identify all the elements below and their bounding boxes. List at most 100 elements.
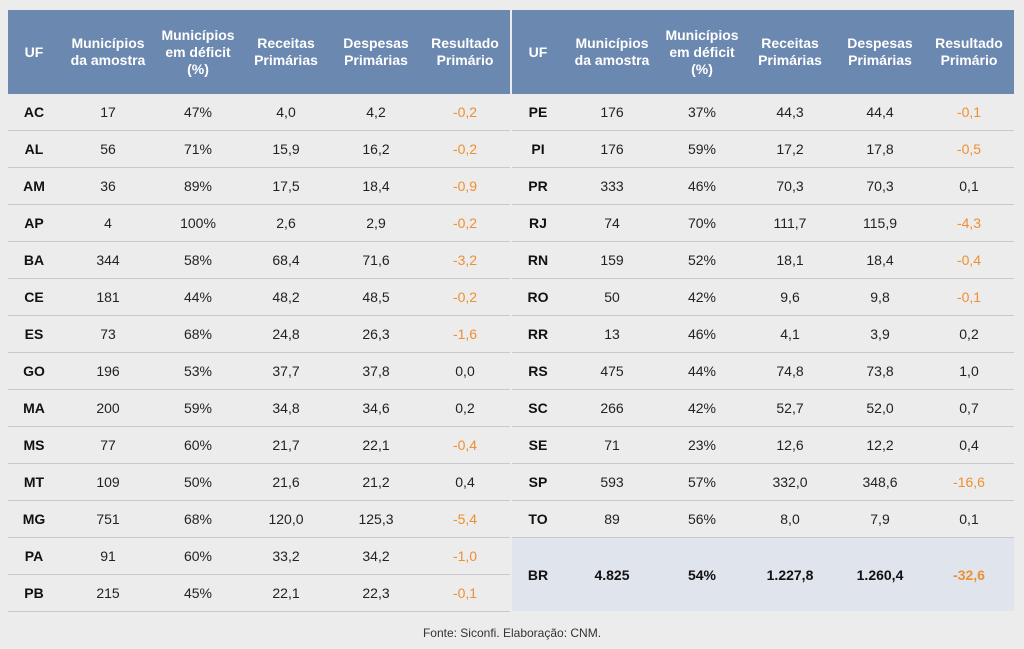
table-row: BA 344 58% 68,4 71,6 -3,2 — [8, 242, 510, 279]
cell-municipios: 4 — [104, 215, 112, 231]
cell-despesas: 16,2 — [362, 141, 390, 157]
cell-despesas: 21,2 — [362, 474, 390, 490]
table-row: GO 196 53% 37,7 37,8 0,0 — [8, 353, 510, 390]
cell-deficit: 42% — [687, 400, 717, 416]
cell-deficit: 53% — [183, 363, 213, 379]
cell-deficit: 45% — [183, 585, 213, 601]
cell-resultado: -0,2 — [452, 141, 478, 157]
cell-despesas: 48,5 — [362, 289, 390, 305]
cell-receitas: 70,3 — [776, 178, 804, 194]
cell-receitas: 18,1 — [776, 252, 804, 268]
cell-municipios: 89 — [604, 511, 620, 527]
total-row: BR 4.825 54% 1.227,8 1.260,4 -32,6 — [512, 538, 1014, 611]
table-row: MS 77 60% 21,7 22,1 -0,4 — [8, 427, 510, 464]
cell-resultado: -5,4 — [452, 511, 478, 527]
header-resultado: Resultado Primário — [431, 35, 499, 68]
table-row: PA 91 60% 33,2 34,2 -1,0 — [8, 538, 510, 575]
cell-receitas: 68,4 — [272, 252, 300, 268]
cell-uf: PR — [528, 178, 548, 194]
cell-receitas: 15,9 — [272, 141, 300, 157]
deficit-table: UF Municípios da amostra Municípios em déf… — [8, 10, 1014, 612]
cell-municipios: 77 — [100, 437, 116, 453]
cell-municipios: 181 — [96, 289, 120, 305]
cell-deficit: 59% — [183, 400, 213, 416]
cell-despesas: 37,8 — [362, 363, 390, 379]
cell-municipios: 475 — [600, 363, 624, 379]
cell-municipios: 17 — [100, 104, 116, 120]
cell-uf: PA — [24, 548, 44, 564]
cell-deficit: 50% — [183, 474, 213, 490]
cell-deficit: 71% — [183, 141, 213, 157]
cell-despesas: 73,8 — [866, 363, 894, 379]
table-row: PR 333 46% 70,3 70,3 0,1 — [512, 168, 1014, 205]
cell-resultado: -16,6 — [953, 474, 985, 490]
cell-deficit: 68% — [183, 511, 213, 527]
cell-receitas: 4,1 — [780, 326, 800, 342]
cell-receitas: 120,0 — [268, 511, 304, 527]
table-right: UF Municípios da amostra Municípios em déf… — [512, 10, 1014, 612]
cell-deficit: 60% — [183, 548, 213, 564]
cell-uf: AL — [24, 141, 44, 157]
header-uf: UF — [528, 43, 548, 60]
table-row: AL 56 71% 15,9 16,2 -0,2 — [8, 131, 510, 168]
cell-resultado: -32,6 — [953, 566, 985, 583]
cell-municipios: 109 — [96, 474, 120, 490]
table-header-right: UF Municípios da amostra Municípios em déf… — [512, 10, 1014, 94]
cell-deficit: 57% — [687, 474, 717, 490]
cell-municipios: 751 — [96, 511, 120, 527]
table-row: AM 36 89% 17,5 18,4 -0,9 — [8, 168, 510, 205]
cell-resultado: -0,4 — [452, 437, 478, 453]
cell-resultado: -0,2 — [452, 289, 478, 305]
cell-resultado: 0,4 — [455, 474, 475, 490]
header-resultado: Resultado Primário — [935, 35, 1003, 68]
cell-uf: SC — [528, 400, 548, 416]
cell-despesas: 9,8 — [870, 289, 890, 305]
cell-deficit: 44% — [183, 289, 213, 305]
cell-uf: RO — [527, 289, 549, 305]
cell-municipios: 36 — [100, 178, 116, 194]
cell-resultado: -3,2 — [452, 252, 478, 268]
cell-municipios: 73 — [100, 326, 116, 342]
table-row: RO 50 42% 9,6 9,8 -0,1 — [512, 279, 1014, 316]
cell-municipios: 266 — [600, 400, 624, 416]
cell-resultado: -1,0 — [452, 548, 478, 564]
header-despesas: Despesas Primárias — [847, 35, 913, 68]
cell-despesas: 18,4 — [866, 252, 894, 268]
cell-despesas: 17,8 — [866, 141, 894, 157]
cell-municipios: 4.825 — [594, 566, 630, 583]
header-receitas: Receitas Primárias — [758, 35, 822, 68]
cell-municipios: 176 — [600, 104, 624, 120]
cell-deficit: 44% — [687, 363, 717, 379]
table-row: TO 89 56% 8,0 7,9 0,1 — [512, 501, 1014, 538]
cell-receitas: 37,7 — [272, 363, 300, 379]
cell-resultado: 0,0 — [455, 363, 475, 379]
table-row: ES 73 68% 24,8 26,3 -1,6 — [8, 316, 510, 353]
cell-despesas: 22,1 — [362, 437, 390, 453]
cell-uf: SE — [528, 437, 548, 453]
table-body-right: PE 176 37% 44,3 44,4 -0,1 PI 176 59% 17,2 17,8 -0,5… — [512, 94, 1014, 538]
cell-uf: CE — [24, 289, 44, 305]
cell-uf: AP — [24, 215, 44, 231]
table-row: RN 159 52% 18,1 18,4 -0,4 — [512, 242, 1014, 279]
cell-uf: ES — [24, 326, 44, 342]
cell-despesas: 44,4 — [866, 104, 894, 120]
cell-receitas: 9,6 — [780, 289, 800, 305]
cell-despesas: 34,2 — [362, 548, 390, 564]
table-row: SP 593 57% 332,0 348,6 -16,6 — [512, 464, 1014, 501]
cell-resultado: -0,2 — [452, 104, 478, 120]
table-row: SC 266 42% 52,7 52,0 0,7 — [512, 390, 1014, 427]
cell-receitas: 52,7 — [776, 400, 804, 416]
cell-uf: PI — [531, 141, 545, 157]
cell-receitas: 332,0 — [772, 474, 808, 490]
table-header-left: UF Municípios da amostra Municípios em déf… — [8, 10, 510, 94]
cell-resultado: 0,2 — [455, 400, 475, 416]
cell-deficit: 47% — [183, 104, 213, 120]
cell-deficit: 58% — [183, 252, 213, 268]
header-municipios: Municípios da amostra — [574, 35, 650, 68]
cell-municipios: 200 — [96, 400, 120, 416]
cell-resultado: -0,9 — [452, 178, 478, 194]
cell-deficit: 100% — [180, 215, 216, 231]
header-municipios: Municípios da amostra — [70, 35, 146, 68]
cell-resultado: 0,7 — [959, 400, 979, 416]
cell-uf: BA — [23, 252, 45, 268]
